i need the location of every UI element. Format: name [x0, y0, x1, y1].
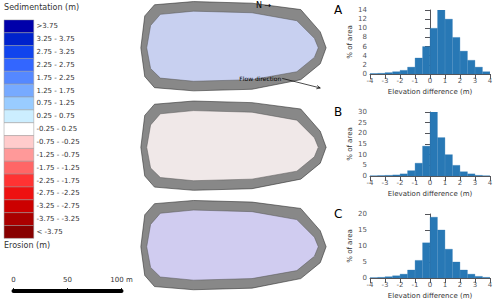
svg-text:0: 0 [428, 77, 432, 85]
svg-text:3: 3 [473, 179, 477, 187]
svg-text:25: 25 [358, 119, 367, 127]
svg-text:-3.75 - -3.25: -3.75 - -3.25 [36, 215, 79, 223]
svg-text:C: C [334, 207, 342, 221]
svg-text:12: 12 [358, 15, 367, 23]
svg-text:-2: -2 [397, 179, 404, 187]
svg-text:-1.25 - -0.75: -1.25 - -0.75 [36, 151, 79, 159]
svg-text:-4: -4 [367, 77, 375, 85]
svg-text:14: 14 [358, 6, 367, 14]
svg-text:Flow direction: Flow direction [239, 75, 281, 82]
svg-text:0.25 - 0.75: 0.25 - 0.75 [36, 112, 74, 120]
svg-text:1: 1 [443, 281, 447, 289]
svg-text:1: 1 [443, 77, 447, 85]
svg-text:-4: -4 [367, 281, 375, 289]
svg-text:-2: -2 [397, 77, 404, 85]
svg-text:-3: -3 [382, 77, 389, 85]
svg-text:30: 30 [358, 108, 367, 116]
svg-text:10: 10 [358, 24, 367, 32]
svg-text:-1: -1 [412, 281, 419, 289]
svg-text:-1: -1 [412, 179, 419, 187]
svg-text:4: 4 [488, 179, 493, 187]
svg-text:>3.75: >3.75 [36, 22, 57, 30]
svg-text:100 m: 100 m [110, 276, 133, 284]
svg-text:10: 10 [358, 242, 367, 250]
svg-text:0: 0 [362, 172, 367, 180]
svg-text:3.25 - 3.75: 3.25 - 3.75 [36, 35, 74, 43]
svg-text:Elevation difference (m): Elevation difference (m) [388, 88, 473, 96]
svg-text:-1.75 - -1.25: -1.75 - -1.25 [36, 164, 79, 172]
svg-text:-2: -2 [397, 281, 404, 289]
svg-text:6: 6 [363, 43, 368, 51]
svg-text:20: 20 [358, 210, 367, 218]
svg-text:% of area: % of area [346, 25, 354, 58]
svg-text:-0.75 - -0.25: -0.75 - -0.25 [36, 138, 79, 146]
svg-text:3: 3 [473, 77, 477, 85]
svg-text:1.25 - 1.75: 1.25 - 1.75 [36, 87, 74, 95]
svg-text:4: 4 [488, 77, 493, 85]
svg-text:2.25 - 2.75: 2.25 - 2.75 [36, 61, 74, 69]
svg-text:1.75 - 2.25: 1.75 - 2.25 [36, 74, 74, 82]
svg-text:-3.25 - -2.75: -3.25 - -2.75 [36, 202, 79, 210]
svg-text:4: 4 [363, 52, 368, 60]
svg-text:% of area: % of area [346, 127, 354, 160]
svg-text:0.75 - 1.25: 0.75 - 1.25 [36, 99, 74, 107]
svg-text:15: 15 [358, 226, 367, 234]
svg-text:Elevation difference (m): Elevation difference (m) [388, 292, 473, 300]
svg-text:15: 15 [358, 140, 367, 148]
svg-text:2: 2 [458, 179, 462, 187]
svg-text:B: B [334, 105, 342, 119]
svg-text:-2.75 - -2.25: -2.75 - -2.25 [36, 189, 79, 197]
svg-text:20: 20 [358, 129, 367, 137]
svg-text:Elevation difference (m): Elevation difference (m) [388, 190, 473, 198]
svg-text:5: 5 [363, 161, 367, 169]
svg-text:2: 2 [363, 61, 367, 69]
svg-text:A: A [334, 3, 343, 17]
svg-text:2: 2 [458, 77, 462, 85]
svg-text:0: 0 [362, 274, 367, 282]
svg-text:5: 5 [363, 258, 367, 266]
svg-text:0: 0 [11, 276, 15, 284]
svg-text:2.75 - 3.25: 2.75 - 3.25 [36, 48, 74, 56]
svg-text:0: 0 [428, 179, 432, 187]
svg-text:N →: N → [256, 1, 272, 10]
svg-text:8: 8 [363, 33, 367, 41]
svg-text:-1: -1 [412, 77, 419, 85]
svg-text:4: 4 [488, 281, 493, 289]
svg-text:< -3.75: < -3.75 [36, 228, 62, 236]
svg-text:-2.25 - -1.75: -2.25 - -1.75 [36, 177, 79, 185]
svg-text:0: 0 [428, 281, 432, 289]
svg-text:-3: -3 [382, 281, 389, 289]
svg-text:0: 0 [362, 70, 367, 78]
svg-text:-3: -3 [382, 179, 389, 187]
svg-text:Sedimentation (m): Sedimentation (m) [4, 3, 79, 12]
svg-text:10: 10 [358, 151, 367, 159]
svg-text:50: 50 [63, 276, 72, 284]
svg-text:-4: -4 [367, 179, 375, 187]
svg-text:2: 2 [458, 281, 462, 289]
svg-text:1: 1 [443, 179, 447, 187]
svg-text:Erosion (m): Erosion (m) [4, 241, 50, 250]
svg-text:-0.25 - 0.25: -0.25 - 0.25 [36, 125, 77, 133]
svg-text:3: 3 [473, 281, 477, 289]
svg-text:% of area: % of area [346, 229, 354, 262]
